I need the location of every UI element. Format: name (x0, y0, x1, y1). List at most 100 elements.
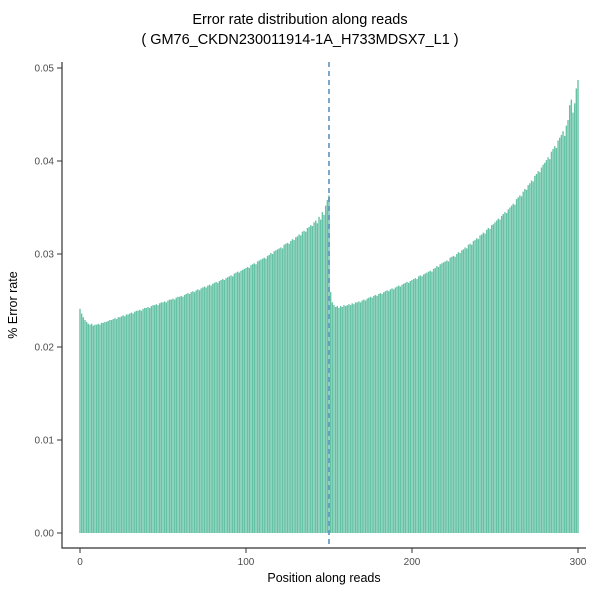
error-rate-bar (212, 283, 214, 533)
error-rate-bar (457, 252, 460, 533)
error-rate-bar (338, 307, 340, 533)
error-rate-bar (258, 260, 260, 533)
error-rate-bar (527, 185, 529, 533)
error-rate-bar (398, 285, 400, 533)
error-rate-bar (246, 267, 249, 533)
error-rate-bar (260, 259, 262, 533)
error-rate-bar (487, 227, 490, 533)
error-rate-bar (462, 249, 465, 533)
error-rate-bar (230, 275, 232, 533)
error-rate-bar (393, 289, 395, 533)
error-rate-bar (329, 292, 332, 533)
error-rate-bar (371, 297, 373, 533)
error-rate-bar (177, 296, 179, 533)
error-rate-bar (368, 297, 370, 533)
error-rate-bar (356, 302, 358, 533)
error-rate-bar (386, 290, 388, 533)
error-rate-bar (376, 295, 378, 533)
error-rate-bar (429, 270, 431, 533)
error-rate-bar (197, 289, 199, 533)
axes-lines (61, 62, 586, 549)
error-rate-bar (391, 288, 393, 533)
error-rate-bar (110, 320, 113, 533)
error-rate-bar (112, 319, 114, 533)
error-rate-bar (535, 174, 538, 533)
error-rate-bar (157, 305, 159, 533)
error-rate-bar (315, 220, 317, 533)
y-tick-label: 0.01 (35, 436, 55, 447)
error-rate-bar (172, 298, 174, 533)
error-rate-bar (132, 313, 134, 533)
error-rate-bar (539, 172, 541, 533)
error-rate-bar (474, 240, 476, 534)
error-rate-bar (130, 312, 133, 533)
error-rate-bar (555, 147, 558, 534)
error-rate-bar (530, 180, 533, 533)
error-rate-bar (120, 316, 123, 533)
error-rate-bar (417, 276, 420, 533)
error-rate-bar (512, 203, 514, 533)
x-tick-label: 100 (238, 557, 255, 568)
error-rate-bar (149, 307, 151, 533)
error-rate-bar (534, 175, 536, 533)
error-rate-bar (529, 183, 531, 533)
error-rate-bar (406, 281, 408, 533)
error-rate-bar (291, 239, 294, 533)
error-rate-bar (99, 324, 101, 533)
error-rate-bar (124, 316, 126, 533)
error-rate-bar (401, 284, 403, 533)
bars-group (79, 80, 579, 534)
error-rate-bar (328, 195, 330, 533)
error-rate-bar (532, 181, 534, 533)
error-rate-bar (427, 271, 430, 533)
error-rate-bar (389, 289, 392, 533)
error-rate-bar (195, 290, 197, 533)
error-rate-bar (142, 308, 144, 533)
error-rate-bar (481, 234, 483, 533)
error-rate-bar (559, 137, 561, 533)
error-rate-bar (466, 248, 468, 534)
error-rate-bar (266, 255, 269, 534)
error-rate-bar (524, 188, 526, 533)
y-tick-label: 0.02 (35, 343, 55, 354)
error-rate-bar (280, 247, 282, 534)
error-rate-bar (306, 227, 309, 533)
error-rate-bar (492, 224, 495, 534)
error-rate-bar (414, 278, 417, 533)
error-rate-bar (353, 304, 355, 533)
error-rate-bar (319, 219, 322, 533)
error-rate-bar (469, 243, 471, 533)
error-rate-bar (283, 244, 285, 533)
error-rate-bar (500, 215, 503, 533)
error-rate-bar (378, 293, 380, 533)
error-rate-bar (363, 299, 365, 533)
error-rate-bar (162, 302, 164, 533)
error-rate-bar (293, 240, 295, 534)
error-rate-bar (150, 306, 153, 533)
error-rate-bar (434, 267, 436, 533)
error-rate-bar (505, 213, 508, 533)
error-rate-bar (228, 276, 231, 533)
error-rate-bar (326, 200, 329, 533)
error-rate-bar (411, 280, 413, 533)
error-rate-bar (549, 159, 551, 533)
error-rate-bar (251, 264, 254, 533)
error-rate-bar (412, 279, 415, 533)
error-rate-bar (562, 131, 564, 534)
error-rate-bar (344, 306, 347, 533)
error-rate-bar (545, 160, 548, 533)
error-rate-bar (240, 270, 242, 533)
error-rate-bar (215, 281, 217, 533)
error-rate-bar (436, 266, 438, 533)
error-rate-bar (447, 261, 450, 533)
error-rate-bar (346, 305, 348, 533)
error-rate-bar (168, 299, 171, 533)
error-rate-bar (499, 219, 501, 533)
error-rate-bar (97, 323, 99, 533)
error-rate-bar (248, 267, 251, 533)
error-rate-bar (90, 323, 93, 533)
error-rate-bar (494, 222, 496, 533)
error-rate-bar (84, 320, 86, 533)
chart-subtitle: ( GM76_CKDN230011914-1A_H733MDSX7_L1 ) (141, 32, 458, 48)
error-rate-bar (153, 305, 156, 533)
